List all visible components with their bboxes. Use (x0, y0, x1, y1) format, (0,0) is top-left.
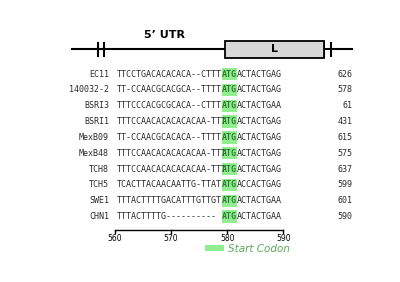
Text: ACTACTGAG: ACTACTGAG (237, 117, 282, 126)
Text: TCH8: TCH8 (89, 165, 109, 174)
Text: TTTCCCACGCGCACA--CTTT: TTTCCCACGCGCACA--CTTT (117, 101, 222, 110)
Text: 61: 61 (342, 101, 352, 110)
Text: ACTACTGAG: ACTACTGAG (237, 165, 282, 174)
Text: ATG: ATG (222, 196, 237, 205)
Text: 590: 590 (337, 212, 352, 221)
Bar (222, 179, 237, 191)
Text: 560: 560 (108, 234, 122, 243)
Text: ATG: ATG (222, 117, 237, 126)
Bar (222, 131, 237, 144)
Text: 575: 575 (337, 149, 352, 158)
Bar (222, 195, 237, 207)
Text: ACTACTGAG: ACTACTGAG (237, 69, 282, 78)
Text: SWE1: SWE1 (89, 196, 109, 205)
Bar (222, 210, 237, 223)
Text: 626: 626 (337, 69, 352, 78)
Bar (225, 41, 324, 58)
Text: 570: 570 (164, 234, 178, 243)
Text: 590: 590 (276, 234, 290, 243)
Text: L: L (271, 45, 278, 54)
Text: TCACTTACAACAATTG-TTAT: TCACTTACAACAATTG-TTAT (117, 180, 222, 190)
Text: 615: 615 (337, 133, 352, 142)
Text: 637: 637 (337, 165, 352, 174)
Text: 599: 599 (337, 180, 352, 190)
Text: ATG: ATG (222, 180, 237, 190)
Text: MexB09: MexB09 (79, 133, 109, 142)
Bar (222, 84, 237, 96)
Text: TTTCCAACACACACACAA-TTT: TTTCCAACACACACACAA-TTT (117, 165, 227, 174)
Text: 578: 578 (337, 85, 352, 94)
Text: TTTACTTTTG----------: TTTACTTTTG---------- (117, 212, 217, 221)
Text: Start Codon: Start Codon (228, 244, 290, 254)
Text: ACTACTGAA: ACTACTGAA (237, 196, 282, 205)
Text: ACTACTGAG: ACTACTGAG (237, 133, 282, 142)
Text: ATG: ATG (222, 212, 237, 221)
Text: TTTCCAACACACACACAA-TTT: TTTCCAACACACACACAA-TTT (117, 149, 227, 158)
Text: ACTACTGAA: ACTACTGAA (237, 101, 282, 110)
Bar (222, 147, 237, 159)
Text: MexB48: MexB48 (79, 149, 109, 158)
Bar (222, 68, 237, 80)
Bar (205, 244, 224, 254)
Text: TTTCCAACACACACACAA-TTT: TTTCCAACACACACACAA-TTT (117, 117, 227, 126)
Text: EC11: EC11 (89, 69, 109, 78)
Text: ATG: ATG (222, 165, 237, 174)
Text: 431: 431 (337, 117, 352, 126)
Bar (222, 100, 237, 112)
Bar (222, 163, 237, 175)
Text: ATG: ATG (222, 101, 237, 110)
Text: 5’ UTR: 5’ UTR (144, 30, 185, 40)
Text: 601: 601 (337, 196, 352, 205)
Text: BSRI3: BSRI3 (84, 101, 109, 110)
Text: 140032-2: 140032-2 (69, 85, 109, 94)
Text: ATG: ATG (222, 133, 237, 142)
Text: BSRI1: BSRI1 (84, 117, 109, 126)
Text: TCH5: TCH5 (89, 180, 109, 190)
Text: ACTACTGAG: ACTACTGAG (237, 85, 282, 94)
Text: ATG: ATG (222, 69, 237, 78)
Text: CHN1: CHN1 (89, 212, 109, 221)
Text: TTCCTGACACACACA--CTTT: TTCCTGACACACACA--CTTT (117, 69, 222, 78)
Text: ACTACTGAA: ACTACTGAA (237, 212, 282, 221)
Bar (222, 115, 237, 128)
Text: ATG: ATG (222, 85, 237, 94)
Text: TTTACTTTTGACATTTGTTGT: TTTACTTTTGACATTTGTTGT (117, 196, 222, 205)
Text: TT-CCAACGCACGCA--TTTT: TT-CCAACGCACGCA--TTTT (117, 85, 222, 94)
Text: TT-CCAACGCACACA--TTTT: TT-CCAACGCACACA--TTTT (117, 133, 222, 142)
Text: 580: 580 (220, 234, 234, 243)
Text: ACCACTGAG: ACCACTGAG (237, 180, 282, 190)
Text: ATG: ATG (222, 149, 237, 158)
Text: ACTACTGAG: ACTACTGAG (237, 149, 282, 158)
